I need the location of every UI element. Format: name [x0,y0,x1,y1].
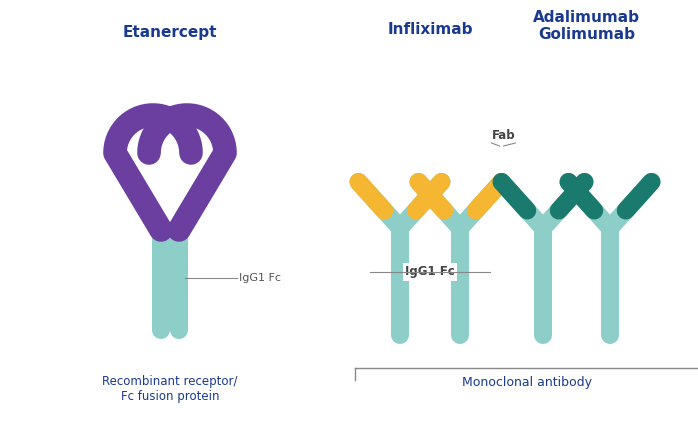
Text: Adalimumab
Golimumab: Adalimumab Golimumab [533,10,640,43]
Text: Infliximab: Infliximab [387,22,473,37]
Text: Fab: Fab [491,128,515,142]
Text: Recombinant receptor/
Fc fusion protein: Recombinant receptor/ Fc fusion protein [102,375,238,403]
Text: IgG1 Fc: IgG1 Fc [405,266,455,278]
Text: Etanercept: Etanercept [123,25,217,40]
Text: Monoclonal antibody: Monoclonal antibody [461,376,591,389]
Text: IgG1 Fc: IgG1 Fc [239,273,281,283]
